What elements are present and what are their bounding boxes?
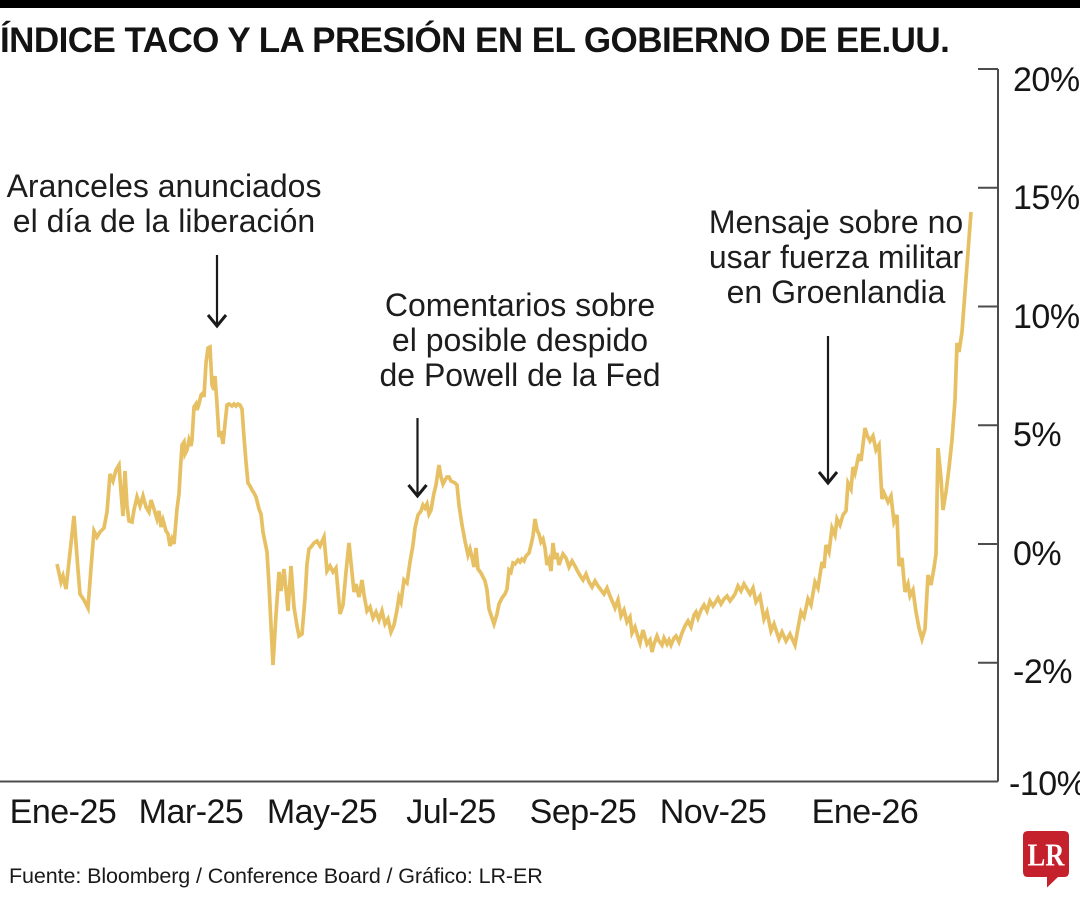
svg-text:LR: LR [1028,837,1066,873]
